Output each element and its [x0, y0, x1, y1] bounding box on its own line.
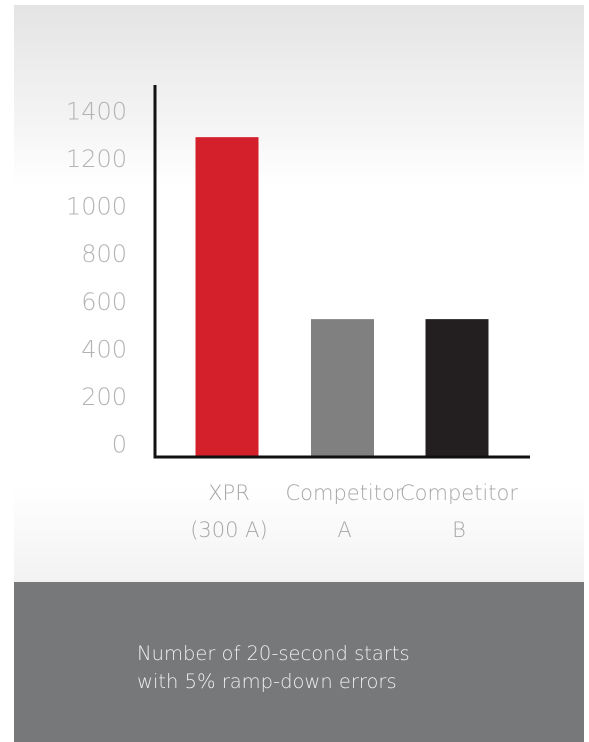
y-tick-label-400: 400 [81, 335, 127, 363]
chart-area: 0 200 400 600 800 1000 1200 1400 XPR (300 A) Comp… [14, 5, 584, 582]
category-label-2-line-1: Competitor [285, 481, 403, 505]
y-tick-label-1200: 1200 [66, 145, 127, 173]
bar-chart: 0 200 400 600 800 1000 1200 1400 XPR (300 A) Comp… [66, 85, 530, 542]
bar-3 [425, 319, 489, 456]
caption-line-2: with 5% ramp-down errors [137, 670, 397, 693]
caption-line-1: Number of 20-second starts [137, 642, 410, 665]
category-label-1-line-2: (300 A) [190, 518, 268, 542]
category-label-1-line-1: XPR [208, 481, 250, 505]
y-tick-label-1000: 1000 [66, 193, 127, 221]
y-tick-label-200: 200 [81, 383, 127, 411]
chart-card: 0 200 400 600 800 1000 1200 1400 XPR (300 A) Comp… [14, 5, 584, 742]
y-tick-label-800: 800 [81, 240, 127, 268]
y-axis-tick-labels: 0 200 400 600 800 1000 1200 1400 [66, 98, 127, 459]
x-axis-category-labels: XPR (300 A) Competitor A Competitor B [190, 481, 518, 542]
category-label-2-line-2: A [337, 518, 351, 542]
category-label-3-line-2: B [452, 518, 466, 542]
category-label-3-line-1: Competitor [400, 481, 518, 505]
chart-caption: Number of 20-second starts with 5% ramp-… [137, 640, 537, 696]
caption-panel: Number of 20-second starts with 5% ramp-… [14, 582, 584, 742]
bar-2 [311, 319, 374, 456]
bars [195, 137, 489, 456]
y-tick-label-600: 600 [81, 288, 127, 316]
y-tick-label-0: 0 [112, 431, 127, 459]
bar-1 [195, 137, 259, 456]
y-tick-label-1400: 1400 [66, 98, 127, 126]
